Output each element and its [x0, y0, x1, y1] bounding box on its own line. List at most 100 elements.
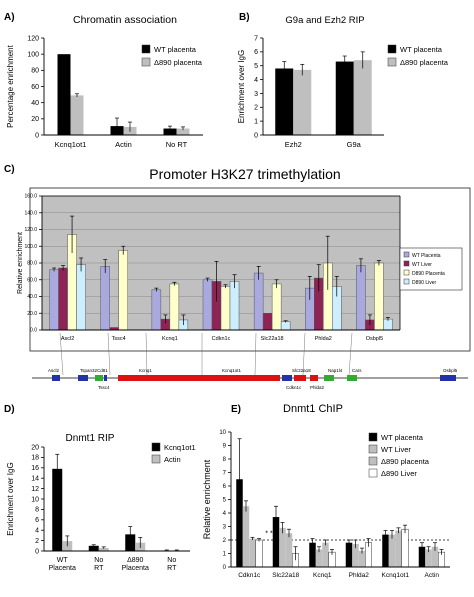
gene-label-top: Cd81 — [97, 368, 108, 373]
x-tick-label: No — [167, 557, 176, 564]
y-tick-label: 10 — [219, 430, 226, 436]
x-tick-label: No RT — [166, 140, 188, 149]
legend-swatch — [403, 278, 410, 285]
y-tick-label: 5 — [223, 498, 227, 504]
legend-label: WT Liver — [381, 445, 411, 454]
x-tick-label: Kcnq1 — [313, 572, 332, 579]
x-tick-label: Slc22a18 — [261, 336, 284, 342]
y-axis-label: Enrichment over IgG — [237, 50, 246, 123]
y-tick-label: 2 — [223, 538, 227, 544]
x-tick-label: Ascl2 — [61, 336, 74, 342]
legend-swatch — [151, 454, 161, 464]
bar-E-0-3 — [345, 542, 353, 567]
x-tick-label: Slc22a18 — [272, 572, 299, 579]
bar-A-1-2 — [176, 128, 190, 135]
y-tick-label: 6 — [223, 484, 227, 490]
chart-title: Dnmt1 ChIP — [283, 403, 343, 415]
y-tick-label: 1 — [254, 118, 258, 125]
x-tick-label: Placenta — [49, 565, 76, 572]
bar-C-1-0 — [58, 267, 68, 331]
bar-E-0-5 — [418, 546, 426, 567]
bar-E-2-1 — [285, 533, 293, 567]
y-tick-label: 2 — [254, 105, 258, 112]
gene-label-bottom: Cdkn1c — [286, 385, 302, 390]
bar-C-3-4 — [280, 321, 291, 331]
panel-c-legend-box — [399, 247, 463, 291]
legend-swatch — [141, 57, 151, 67]
legend-label: WT placenta — [381, 433, 424, 442]
y-tick-label: 14 — [31, 476, 39, 483]
y-tick-label: 20 — [31, 444, 39, 451]
bar-D-1-1 — [98, 547, 109, 551]
y-tick-label: 4 — [254, 77, 258, 84]
legend-swatch — [368, 468, 378, 478]
legend-label: Δ890 placenta — [400, 58, 449, 67]
x-tick-label: Cdkn1c — [212, 336, 231, 342]
bar-E-1-2 — [315, 549, 323, 567]
bar-C-0-2 — [151, 289, 162, 331]
bar-B-0-1 — [335, 61, 354, 135]
gene-label-bottom: Tssc4 — [98, 385, 110, 390]
legend-swatch — [368, 456, 378, 466]
gene-block — [95, 375, 103, 381]
bar-E-1-0 — [242, 506, 250, 567]
y-tick-label: 4 — [223, 511, 227, 517]
x-tick-label: Placenta — [122, 565, 149, 572]
legend-label: Actin — [164, 455, 181, 464]
y-tick-label: 0 — [254, 132, 258, 139]
panel-label: A) — [4, 12, 15, 23]
x-tick-label: G9a — [347, 140, 362, 149]
legend-swatch — [368, 432, 378, 442]
y-axis-label: Enrichment over IgG — [6, 462, 15, 535]
y-tick-label: 60 — [31, 84, 39, 91]
bar-E-2-4 — [395, 530, 402, 567]
gene-block — [310, 375, 318, 381]
legend-label: Kcnq1ot1 — [164, 443, 196, 452]
x-tick-label: Cdkn1c — [238, 572, 261, 579]
x-tick-label: RT — [167, 565, 177, 572]
legend-swatch — [387, 57, 397, 67]
promoter-pointer — [59, 332, 64, 376]
y-tick-label: 8 — [223, 457, 227, 463]
bar-C-3-0 — [76, 264, 86, 331]
panel-label: C) — [4, 164, 15, 175]
y-tick-label: 120 — [27, 35, 39, 42]
promoter-pointer — [302, 332, 306, 376]
x-tick-label: Actin — [115, 140, 132, 149]
y-tick-label: 0 — [223, 565, 227, 571]
legend-label: D890 Liver — [412, 280, 437, 286]
y-tick-label: 3 — [254, 91, 258, 98]
y-tick-label: 120.0 — [24, 227, 37, 233]
y-tick-label: 60.0 — [27, 277, 37, 283]
bar-E-2-5 — [431, 546, 439, 567]
bar-E-2-0 — [249, 538, 256, 567]
gene-block — [324, 375, 334, 381]
y-tick-label: 2 — [35, 538, 39, 545]
gene-label-top: Slc22a18 — [292, 368, 311, 373]
legend-label: Δ890 placenta — [381, 457, 430, 466]
y-tick-label: 140.0 — [24, 210, 37, 216]
x-tick-label: Kcnq1 — [162, 336, 178, 342]
gene-label-top: Tspan32 — [80, 368, 98, 373]
bar-C-0-0 — [49, 269, 59, 331]
y-tick-label: 7 — [254, 35, 258, 42]
promoter-pointer — [145, 332, 148, 376]
bar-C-3-3 — [229, 281, 240, 331]
x-tick-label: No — [94, 557, 103, 564]
y-axis-label: Percentage enrichment — [6, 44, 15, 127]
bar-D-0-0 — [52, 468, 63, 551]
y-tick-label: 6 — [254, 49, 258, 56]
bar-E-0-0 — [236, 479, 243, 567]
y-tick-label: 1 — [223, 552, 227, 558]
bar-E-3-4 — [401, 528, 409, 568]
legend-label: WT placenta — [154, 45, 197, 54]
chart-title: Chromatin association — [73, 14, 177, 26]
x-tick-label: Ezh2 — [285, 140, 302, 149]
bar-E-0-4 — [382, 534, 389, 567]
gene-block — [440, 375, 456, 381]
y-tick-label: 16 — [31, 465, 39, 472]
promoter-pointer — [254, 332, 257, 376]
bar-E-1-5 — [425, 549, 432, 567]
y-tick-label: 6 — [35, 517, 39, 524]
